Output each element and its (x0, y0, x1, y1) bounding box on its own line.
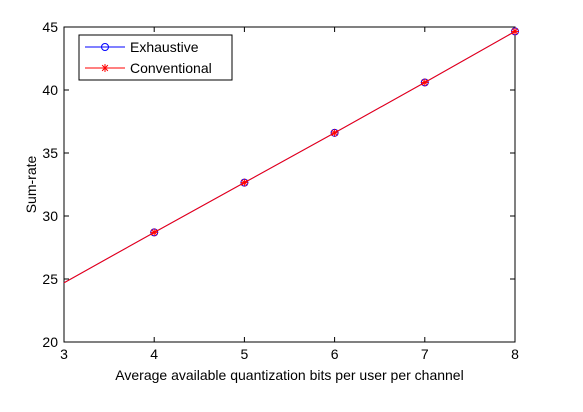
data-point-conventional (330, 128, 339, 137)
y-tick-label: 45 (42, 19, 58, 35)
legend-marker-exhaustive (101, 43, 109, 51)
series-line-conventional (63, 30, 516, 284)
y-tick-label: 35 (42, 145, 58, 161)
legend-box (78, 34, 233, 81)
x-tick-label: 5 (241, 346, 249, 362)
data-point-conventional (150, 228, 159, 237)
legend-marker-conventional (101, 64, 109, 72)
y-tick-label: 30 (42, 208, 58, 224)
legend: Exhaustive Conventional (78, 34, 233, 81)
series-layer (63, 27, 519, 284)
x-tick-label: 3 (60, 346, 68, 362)
x-tick-label: 8 (511, 346, 519, 362)
legend-label-exhaustive: Exhaustive (130, 39, 199, 55)
legend-label-conventional: Conventional (130, 60, 212, 76)
x-tick-label: 4 (150, 346, 158, 362)
data-point-conventional (240, 178, 249, 187)
y-tick-label: 25 (42, 271, 58, 287)
x-tick-label: 7 (421, 346, 429, 362)
y-tick-label: 40 (42, 82, 58, 98)
x-axis-label: Average available quantization bits per … (115, 367, 463, 383)
y-tick-label: 20 (42, 334, 58, 350)
data-point-conventional (420, 78, 429, 87)
x-tick-label: 6 (331, 346, 339, 362)
y-axis-label: Sum-rate (23, 156, 39, 214)
data-point-conventional (511, 27, 519, 36)
